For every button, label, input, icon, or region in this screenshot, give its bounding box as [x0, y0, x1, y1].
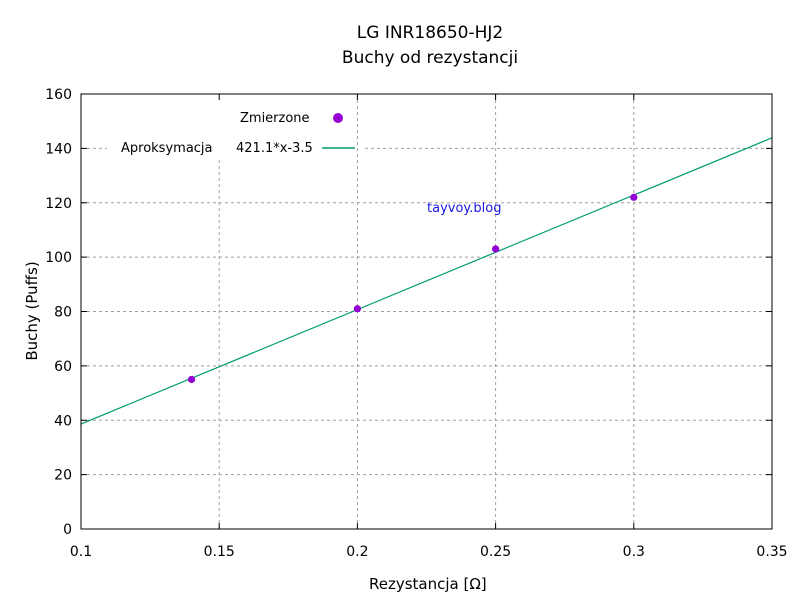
x-tick-label: 0.3 — [623, 544, 645, 560]
x-tick-label: 0.1 — [70, 544, 92, 560]
x-axis-label: Rezystancja [Ω] — [369, 575, 487, 593]
legend-label-measured: Zmierzone — [240, 111, 310, 126]
legend-label-fit: Aproksymacja — [121, 141, 213, 156]
y-tick-label: 160 — [45, 87, 72, 103]
x-tick-label: 0.35 — [756, 544, 787, 560]
chart-title: LG INR18650-HJ2 — [356, 23, 504, 43]
x-tick-label: 0.2 — [346, 544, 368, 560]
watermark-annotation: tayvoy.blog — [427, 201, 502, 216]
data-point — [353, 305, 361, 313]
y-tick-label: 40 — [54, 413, 72, 429]
legend-marker-measured — [333, 113, 343, 123]
chart-subtitle: Buchy od rezystancji — [341, 48, 519, 68]
data-point — [187, 375, 196, 384]
y-tick-label: 120 — [45, 196, 72, 212]
y-tick-label: 20 — [54, 468, 72, 484]
legend-label-formula: 421.1*x-3.5 — [236, 141, 313, 156]
data-point — [492, 245, 500, 253]
y-tick-label: 0 — [63, 522, 72, 538]
x-tick-label: 0.15 — [204, 544, 235, 560]
y-tick-label: 80 — [54, 305, 72, 321]
y-tick-label: 100 — [45, 250, 72, 266]
y-tick-label: 60 — [54, 359, 72, 375]
data-point — [630, 193, 638, 201]
x-tick-label: 0.25 — [480, 544, 511, 560]
y-tick-label: 140 — [45, 141, 72, 157]
y-axis-label: Buchy (Puffs) — [23, 261, 41, 361]
fit-line — [80, 137, 773, 425]
